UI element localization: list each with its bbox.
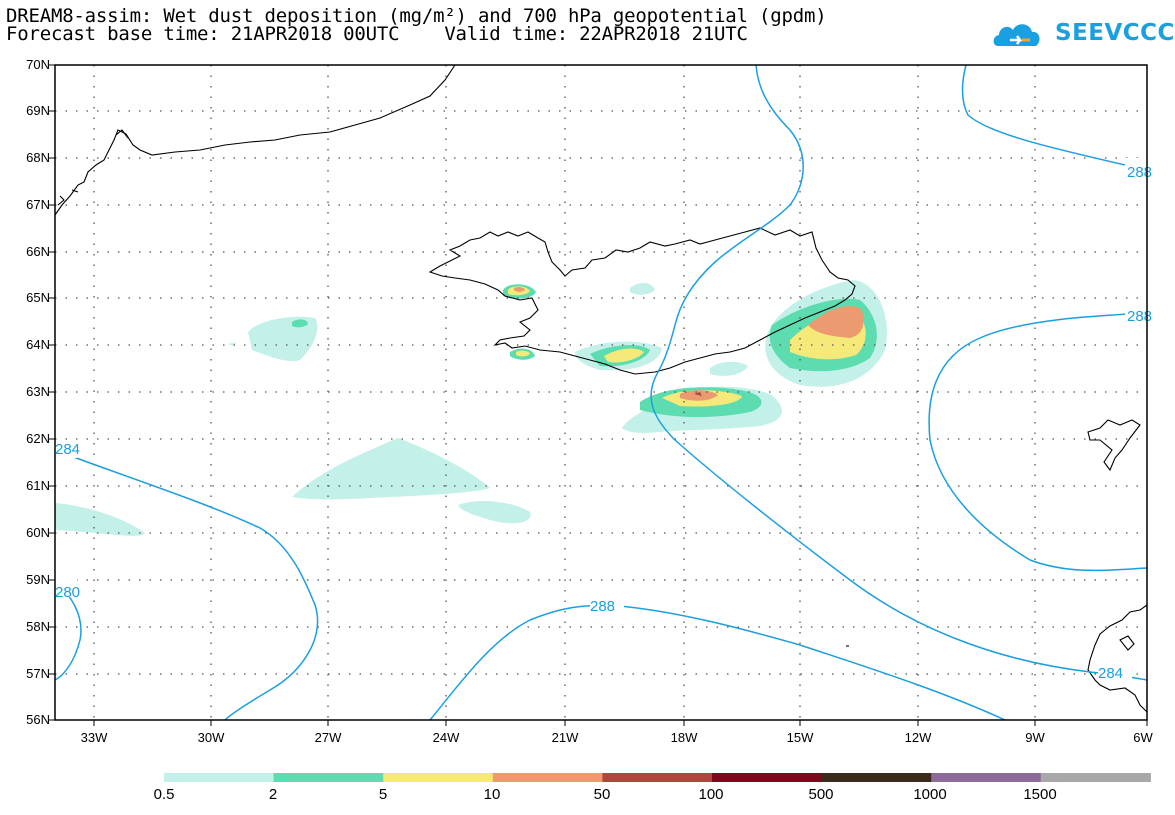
lon-label: 30W [197,730,225,745]
contour-labels: 288 288 284 280 288 284 [55,158,1152,682]
lat-label: 70N [26,57,50,72]
legend-label: 50 [593,786,611,803]
lon-label: 6W [1133,730,1153,745]
lon-label: 21W [551,730,579,745]
legend-label: 1500 [1023,786,1057,803]
lat-label: 57N [26,666,50,681]
legend-swatch [712,773,823,782]
legend-swatch [602,773,713,782]
lat-label: 68N [26,150,50,165]
lat-label: 69N [26,103,50,118]
legend-label: 2 [268,786,278,803]
legend-label: 5 [378,786,388,803]
lat-label: 60N [26,525,50,540]
legend-label: 1000 [913,786,947,803]
lat-label: 58N [26,619,50,634]
map-title-line1: DREAM8-assim: Wet dust deposition (mg/m²… [6,5,827,27]
contour-label: 284 [55,441,80,458]
lat-label: 67N [26,197,50,212]
lon-label: 9W [1025,730,1045,745]
legend-label: 0.5 [153,786,175,803]
lat-label: 56N [26,712,50,727]
lon-label: 18W [670,730,698,745]
legend-swatch [383,773,494,782]
lon-label: 12W [904,730,932,745]
lon-label: 33W [80,730,108,745]
map-title-line2: Forecast base time: 21APR2018 00UTC Vali… [6,23,748,45]
contour-label: 284 [1098,665,1123,682]
lat-label: 59N [26,572,50,587]
legend-swatch [821,773,932,782]
logo-text: SEEVCCC [1055,20,1175,46]
legend-swatch [931,773,1042,782]
geopotential-contours [54,64,1148,721]
coastlines [54,64,1148,713]
seevccc-logo-icon [993,24,1040,46]
lat-label: 66N [26,244,50,259]
lat-label: 62N [26,431,50,446]
legend-swatch [492,773,603,782]
axis-ticks [49,64,1148,726]
contour-label: 288 [1127,308,1152,325]
legend-label: 500 [808,786,834,803]
lat-label: 65N [26,290,50,305]
lon-label: 15W [786,730,814,745]
contour-label: 288 [1127,164,1152,181]
dust-deposition-fields [55,280,887,536]
legend-swatch [273,773,384,782]
lon-label: 24W [432,730,460,745]
lat-label: 64N [26,337,50,352]
legend-swatch [1040,773,1151,782]
legend-label: 10 [483,786,501,803]
lat-label: 63N [26,384,50,399]
legend-swatch [164,773,275,782]
contour-label: 288 [590,598,615,615]
lon-label: 27W [314,730,342,745]
lat-label: 61N [26,478,50,493]
contour-label: 280 [55,584,80,601]
legend-colorbar [164,773,1151,782]
map-grid [55,65,1147,720]
legend-label: 100 [698,786,724,803]
